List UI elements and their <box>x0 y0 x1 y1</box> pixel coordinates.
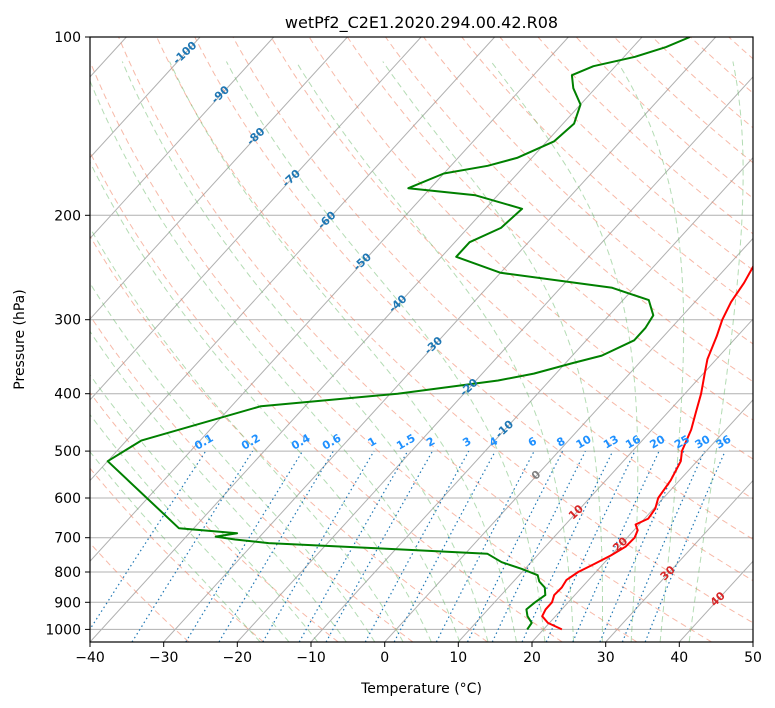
x-tick-label: 10 <box>449 650 467 666</box>
moist-adiabat <box>225 61 546 642</box>
y-tick-label: 900 <box>54 595 81 611</box>
temperature-line <box>541 264 753 631</box>
y-tick-label: 600 <box>54 491 81 507</box>
isotherm-gridline <box>236 76 753 642</box>
x-axis-title: Temperature (°C) <box>360 681 482 697</box>
moist-adiabat <box>90 79 461 642</box>
dry-adiabat <box>270 37 753 500</box>
dry-adiabat <box>90 151 563 642</box>
x-tick-label: 40 <box>670 650 688 666</box>
isotherm-gridline <box>90 37 643 642</box>
mixing-ratio-line <box>364 450 470 642</box>
x-tick-label: 50 <box>744 650 762 666</box>
y-tick-label: 700 <box>54 531 81 547</box>
isotherm-gridline <box>384 237 753 642</box>
moist-adiabat <box>90 374 319 642</box>
x-tick-label: −20 <box>223 650 253 666</box>
isotherm-gridline <box>605 479 753 642</box>
moist-adiabat <box>90 330 347 642</box>
isotherm-gridline <box>531 399 753 642</box>
y-tick-label: 800 <box>54 565 81 581</box>
isotherm-gridline <box>90 37 569 562</box>
x-axis: −40 −30 −20 −10 0 10 20 30 40 50 <box>75 642 762 666</box>
mixing-ratio-line <box>262 450 375 642</box>
dry-adiabat <box>90 467 264 642</box>
y-tick-label: 1000 <box>45 622 81 638</box>
mixing-ratio-line <box>545 450 636 642</box>
moist-adiabat <box>90 282 376 642</box>
dry-adiabat <box>90 60 638 642</box>
dry-adiabat <box>308 37 753 460</box>
x-tick-label: −10 <box>296 650 326 666</box>
mixing-ratio-line <box>131 450 254 642</box>
isotherm-gridline <box>90 37 422 401</box>
x-tick-label: 30 <box>597 650 615 666</box>
moist-adiabat <box>616 61 685 642</box>
y-tick-label: 100 <box>54 30 81 46</box>
mixing-ratio-line <box>218 450 334 642</box>
mixing-ratio-line <box>185 450 304 642</box>
y-tick-label: 300 <box>54 313 81 329</box>
dry-adiabat <box>90 542 190 642</box>
y-tick-label: 500 <box>54 444 81 460</box>
isotherm-gridline <box>90 37 348 320</box>
x-tick-label: −30 <box>149 650 179 666</box>
mixing-ratio-line <box>521 450 614 642</box>
dry-adiabat <box>194 37 753 582</box>
isotherm-gridline <box>90 37 201 159</box>
x-tick-label: 0 <box>380 650 389 666</box>
background-lines <box>90 37 753 642</box>
moist-adiabat <box>90 413 290 642</box>
moist-adiabat <box>382 61 603 642</box>
moist-adiabat <box>90 226 404 642</box>
sounding-lines <box>106 37 753 631</box>
mixing-ratio-line <box>393 450 496 642</box>
plot-frame <box>89 36 754 643</box>
isotherm-gridline <box>90 37 275 240</box>
dry-adiabat <box>90 235 488 642</box>
y-tick-label: 400 <box>54 387 81 403</box>
isotherm-gridline <box>90 37 496 482</box>
moist-adiabat <box>295 61 575 642</box>
dry-adiabat <box>156 37 753 624</box>
moist-adiabat <box>688 61 744 642</box>
x-tick-label: 20 <box>523 650 541 666</box>
dewpoint-line <box>106 37 691 630</box>
mixing-ratio-line <box>90 450 207 631</box>
moist-adiabat <box>90 161 432 642</box>
isotherm-gridline <box>457 318 753 642</box>
dry-adiabat <box>232 37 753 540</box>
moist-adiabat <box>121 61 489 642</box>
y-tick-label: 200 <box>54 208 81 224</box>
mixing-ratio-line <box>491 450 586 642</box>
chart-title: wetPf2_C2E1.2020.294.00.42.R08 <box>285 13 558 33</box>
y-axis-title: Pressure (hPa) <box>12 289 28 389</box>
dry-adiabat <box>118 37 712 642</box>
y-axis: 1000 900 800 700 600 500 400 300 200 100 <box>45 30 90 638</box>
x-tick-label: −40 <box>75 650 105 666</box>
moist-adiabat <box>169 61 517 642</box>
